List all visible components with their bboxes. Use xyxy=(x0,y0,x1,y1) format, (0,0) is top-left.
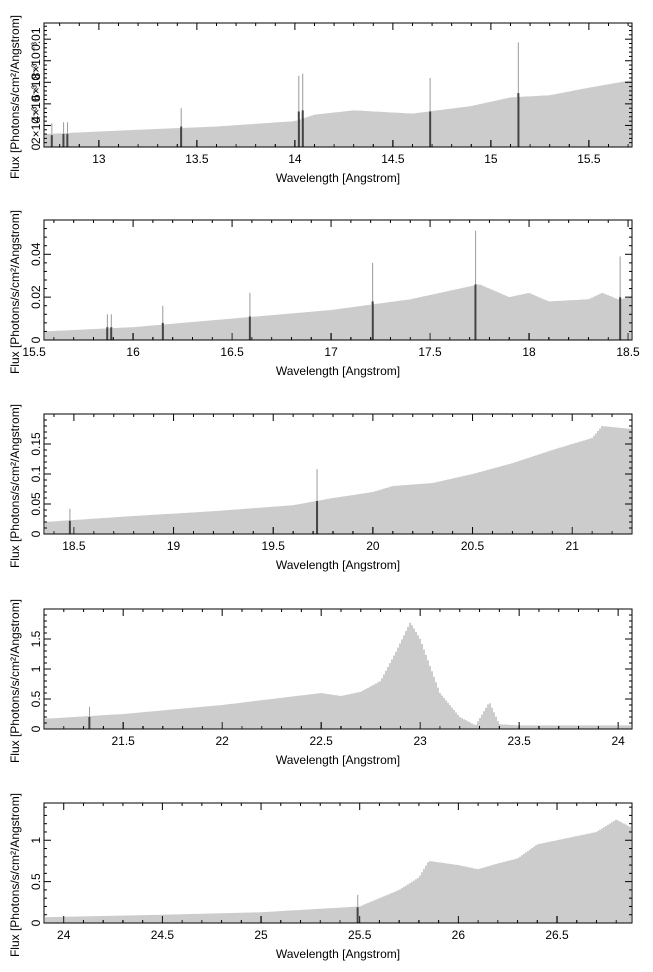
x-tick-label: 23 xyxy=(413,734,427,748)
x-axis-label: Wavelength [Angstrom] xyxy=(276,171,400,185)
y-tick-label: 0 xyxy=(29,530,43,537)
x-tick-label: 15.5 xyxy=(22,345,46,359)
y-tick-label: 0.01 xyxy=(29,27,43,51)
x-tick-label: 18.5 xyxy=(62,539,86,553)
continuum-bars xyxy=(45,819,631,923)
y-axis-label: Flux [Photons/s/cm²/Angstrom] xyxy=(8,404,22,568)
plot-frame xyxy=(43,802,633,924)
continuum-bars xyxy=(45,426,631,534)
x-tick-label: 25.5 xyxy=(348,928,372,942)
x-tick-label: 15.5 xyxy=(577,152,601,166)
y-tick-label: 0.1 xyxy=(29,465,43,482)
y-tick-label: 0.15 xyxy=(29,432,43,456)
x-tick-label: 19.5 xyxy=(262,539,286,553)
x-tick-label: 13.5 xyxy=(185,152,209,166)
x-tick-label: 25 xyxy=(254,928,268,942)
x-tick-label: 21 xyxy=(566,539,580,553)
x-tick-label: 17 xyxy=(324,345,338,359)
y-tick-label: 2×10⁻³ xyxy=(29,107,43,144)
chart-panel-2: 15.5 16 16.5 17 17.5 18 18.5 0 0.02 0.04 Wavelengt… xyxy=(8,210,640,378)
continuum-bars xyxy=(45,622,631,729)
x-tick-label: 21.5 xyxy=(112,734,136,748)
x-tick-label: 24 xyxy=(57,928,71,942)
x-tick-label: 17.5 xyxy=(418,345,442,359)
y-tick-label: 1 xyxy=(29,665,43,672)
x-tick-label: 22 xyxy=(216,734,230,748)
y-tick-label: 0 xyxy=(29,919,43,926)
x-tick-label: 18 xyxy=(522,345,536,359)
y-tick-label: 0.02 xyxy=(29,285,43,309)
y-tick-label: 4×10⁻³ xyxy=(29,85,43,122)
x-tick-label: 24 xyxy=(611,734,625,748)
x-axis-label: Wavelength [Angstrom] xyxy=(276,364,400,378)
x-tick-label: 14.5 xyxy=(381,152,405,166)
x-tick-label: 20.5 xyxy=(461,539,485,553)
x-tick-label: 23.5 xyxy=(507,734,531,748)
chart-panel-1: 13 13.5 14 14.5 15 15.5 02×10⁻³4×10⁻³6×10⁻³8×1… xyxy=(8,15,633,185)
y-tick-label: 0.05 xyxy=(29,492,43,516)
x-tick-label: 24.5 xyxy=(151,928,175,942)
y-axis-label: Flux [Photons/s/cm²/Angstrom] xyxy=(8,793,22,957)
y-tick-label: 0.5 xyxy=(29,873,43,890)
y-tick-label: 8×10⁻³ xyxy=(29,42,43,79)
y-tick-label: 0 xyxy=(29,143,43,150)
y-tick-label: 0.04 xyxy=(29,242,43,266)
x-tick-label: 18.5 xyxy=(616,345,640,359)
x-tick-label: 16 xyxy=(126,345,140,359)
chart-panel-4: 21.5 22 22.5 23 23.5 24 0 0.5 1 1.5 Wavelength [An… xyxy=(8,599,633,767)
plot-frame xyxy=(43,22,633,148)
continuum-bars xyxy=(45,284,631,340)
x-axis-label: Wavelength [Angstrom] xyxy=(276,947,400,961)
y-axis-label: Flux [Photons/s/cm²/Angstrom] xyxy=(8,599,22,763)
x-tick-label: 26 xyxy=(452,928,466,942)
x-axis-label: Wavelength [Angstrom] xyxy=(276,558,400,572)
x-tick-label: 20 xyxy=(366,539,380,553)
chart-panel-5: 24 24.5 25 25.5 26 26.5 0 0.5 1 Wavelength [Angst… xyxy=(8,793,633,961)
y-tick-label: 0.5 xyxy=(29,690,43,707)
x-tick-label: 16.5 xyxy=(220,345,244,359)
x-axis-label: Wavelength [Angstrom] xyxy=(276,753,400,767)
x-tick-label: 22.5 xyxy=(309,734,333,748)
x-tick-label: 26.5 xyxy=(545,928,569,942)
y-tick-label: 1.5 xyxy=(29,630,43,647)
y-tick-label: 6×10⁻³ xyxy=(29,64,43,101)
y-tick-label: 0 xyxy=(29,336,43,343)
y-axis-label: Flux [Photons/s/cm²/Angstrom] xyxy=(8,15,22,179)
x-tick-label: 15 xyxy=(484,152,498,166)
x-tick-label: 14 xyxy=(288,152,302,166)
y-tick-label: 1 xyxy=(29,837,43,844)
y-tick-label: 0 xyxy=(29,725,43,732)
y-axis-label: Flux [Photons/s/cm²/Angstrom] xyxy=(8,210,22,374)
x-tick-label: 13 xyxy=(92,152,106,166)
continuum-bars xyxy=(45,80,631,147)
chart-panel-3: 18.5 19 19.5 20 20.5 21 0 0.05 0.1 0.15 Wavelength… xyxy=(8,404,633,572)
x-tick-label: 19 xyxy=(167,539,181,553)
